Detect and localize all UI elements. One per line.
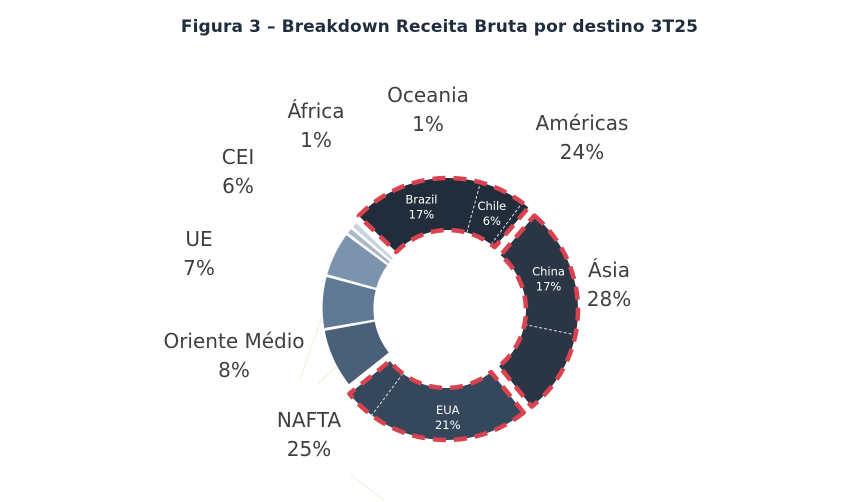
label-cei-value: 6%	[222, 174, 254, 198]
slice-asia	[499, 215, 578, 407]
inner-label-brazil-value: 17%	[409, 208, 435, 222]
sub-divider-asia	[524, 323, 576, 336]
label-cei: CEI	[222, 145, 255, 169]
sub-divider-nafta	[371, 373, 404, 416]
leader-line	[349, 473, 385, 501]
inner-label-brazil: Brazil	[405, 193, 437, 207]
label-africa-value: 1%	[300, 128, 332, 152]
highlight-outline-asia	[496, 213, 581, 409]
external-labels: Américas 24% Ásia 28% NAFTA 25% Oriente Médio 8…	[163, 83, 631, 461]
inner-label-china-value: 17%	[536, 279, 562, 293]
inner-label-chile: Chile	[477, 199, 506, 213]
inner-label-chile-value: 6%	[483, 214, 501, 228]
slice-americas	[358, 178, 529, 252]
label-americas-value: 24%	[560, 140, 604, 164]
label-oriente-medio-value: 8%	[218, 358, 250, 382]
highlight-outline-nafta	[347, 358, 526, 443]
label-oriente-medio: Oriente Médio	[163, 329, 304, 353]
slice-cei	[325, 233, 389, 290]
label-oceania-value: 1%	[412, 112, 444, 136]
sub-divider-americas	[466, 182, 481, 233]
label-ue-value: 7%	[183, 256, 215, 280]
chart-title: Figura 3 – Breakdown Receita Bruta por d…	[180, 17, 699, 37]
slice-africa	[346, 227, 392, 266]
label-nafta: NAFTA	[277, 408, 341, 432]
highlight-outline-americas	[356, 175, 531, 255]
slice-ue	[321, 275, 378, 330]
slice-oceania	[351, 221, 395, 262]
label-americas: Américas	[536, 111, 629, 135]
inner-label-eua: EUA	[436, 403, 460, 417]
label-oceania: Oceania	[387, 83, 469, 107]
label-asia-value: 28%	[587, 287, 631, 311]
inner-label-eua-value: 21%	[435, 418, 461, 432]
label-ue: UE	[185, 227, 212, 251]
leader-line	[299, 315, 323, 381]
label-asia: Ásia	[588, 258, 630, 282]
slice-oriente-medio	[323, 320, 391, 386]
inner-label-china: China	[532, 264, 565, 278]
label-africa: África	[287, 99, 344, 123]
highlight-outlines	[347, 175, 581, 443]
label-nafta-value: 25%	[287, 437, 331, 461]
sub-divider-americas	[490, 202, 523, 245]
